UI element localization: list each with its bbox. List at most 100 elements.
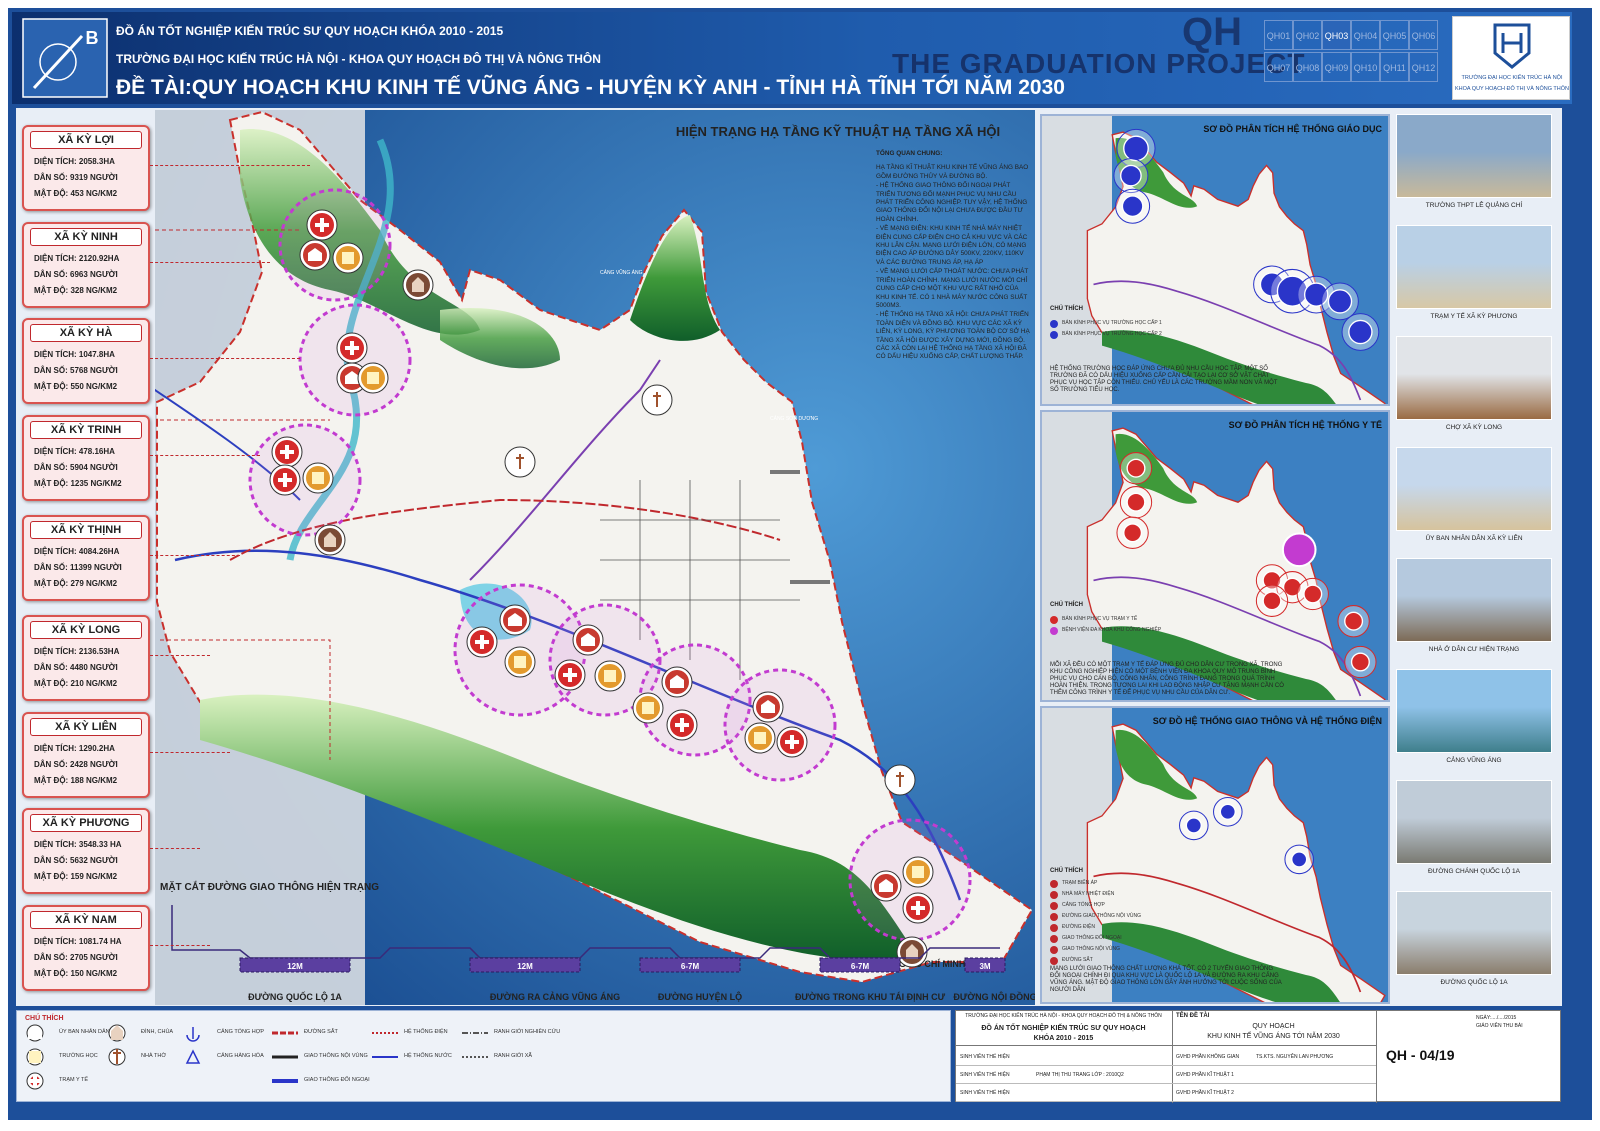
mini-facility: [1123, 523, 1143, 543]
commune-density: MẬT ĐỘ: 453 NG/KM2: [34, 189, 118, 198]
commune-area: DIỆN TÍCH: 3548.33 HA: [34, 840, 122, 849]
legend-swatch: [1050, 616, 1058, 624]
mini-facility: [1262, 570, 1282, 590]
commune-population: DÂN SỐ: 5768 NGƯỜI: [34, 366, 118, 375]
title-block-cell: PHẠM THỊ THU TRANG LỚP : 2010Q2: [1036, 1072, 1124, 1078]
panel-notes: HỆ THỐNG TRƯỜNG HỌC ĐÁP ỨNG CHƯA ĐỦ NHU …: [1050, 366, 1278, 393]
divider: [1376, 1011, 1377, 1103]
photo: [1396, 447, 1552, 531]
commune-area: DIỆN TÍCH: 1047.8HA: [34, 350, 115, 359]
panel-legend-title: CHÚ THÍCH: [1050, 868, 1083, 874]
road-width: 3M: [979, 962, 990, 971]
school-logo: TRƯỜNG ĐẠI HỌC KIẾN TRÚC HÀ NỘI KHOA QUY …: [1452, 16, 1570, 100]
project-title: THE GRADUATION PROJECT: [892, 48, 1306, 79]
legend-swatch: [1050, 913, 1058, 921]
church-symbol: [516, 454, 524, 469]
legend-item: RANH GIỚI XÃ: [494, 1053, 533, 1059]
commune-area: DIỆN TÍCH: 2058.3HA: [34, 157, 115, 166]
legend-swatch: [1050, 924, 1058, 932]
commune-area: DIỆN TÍCH: 478.16HA: [34, 447, 115, 456]
photo: [1396, 780, 1552, 864]
building-symbol: [879, 879, 893, 892]
cross-symbol: [28, 1074, 42, 1088]
leader-line: [150, 848, 200, 849]
road-name: ĐƯỜNG TRONG KHU TÁI ĐỊNH CƯ: [795, 991, 946, 1002]
photo: [1396, 669, 1552, 753]
book-symbol: [29, 1051, 41, 1063]
legend-swatch: [1050, 957, 1058, 965]
commune-name: XÃ KỲ HÀ: [30, 324, 142, 342]
logo-needle: [32, 34, 84, 90]
divider: [956, 1083, 1376, 1084]
sheet-tab: QH01: [1264, 20, 1293, 50]
hill-cape: [630, 215, 720, 341]
mini-facility: [1291, 851, 1308, 868]
title-block-cell: SINH VIÊN THỂ HIỆN: [960, 1072, 1010, 1078]
mini-facility: [1120, 164, 1142, 187]
temple-symbol: [111, 1025, 123, 1040]
panel-legend-item: ĐƯỜNG GIAO THÔNG NỘI VÙNG: [1062, 913, 1142, 919]
sheet-tab: QH02: [1293, 20, 1322, 50]
logo-letter: B: [86, 28, 99, 48]
overview-paragraph: - VỀ MẠNG ĐIỆN: KHU KINH TẾ NHÀ MÁY NHIỆ…: [876, 225, 1028, 266]
temple-symbol: [324, 532, 336, 547]
road-surface: [469, 957, 581, 973]
title-block-cell: SINH VIÊN THỂ HIỆN: [960, 1054, 1010, 1060]
temple-symbol: [906, 944, 918, 959]
commune-boundary: [155, 229, 331, 760]
header-line1: ĐỒ ÁN TỐT NGHIỆP KIẾN TRÚC SƯ QUY HOẠCH …: [116, 24, 504, 38]
service-radius: [723, 668, 837, 782]
sheet-tab: QH04: [1351, 20, 1380, 50]
port-symbol: [185, 1049, 201, 1064]
receiver: GIÁO VIÊN THU BÀI: [1476, 1023, 1523, 1029]
topic-2: KHU KINH TẾ VŨNG ÁNG TỚI NĂM 2030: [1207, 1033, 1340, 1040]
book-symbol: [604, 670, 616, 682]
cross-symbol: [278, 473, 292, 487]
school-logo-text: KHOA QUY HOẠCH ĐÔ THỊ VÀ NÔNG THÔN: [1455, 86, 1569, 92]
book-symbol: [912, 866, 924, 878]
map-label: CẢNG SƠN DƯƠNG: [770, 415, 818, 422]
sheet-tab: QH11: [1380, 52, 1409, 82]
commune-area: DIỆN TÍCH: 1290.2HA: [34, 744, 115, 753]
building-symbol: [308, 248, 322, 261]
commune-name: XÃ KỲ NAM: [30, 911, 142, 929]
panel-legend-item: BÁN KÍNH PHỤC VỤ TRƯỜNG HỌC CẤP 1: [1062, 320, 1162, 326]
commune-card: XÃ KỲ NINH DIỆN TÍCH: 2120.92HA DÂN SỐ: 69…: [22, 222, 150, 308]
commune-area: DIỆN TÍCH: 2136.53HA: [34, 647, 120, 656]
logo: B: [22, 18, 108, 98]
commune-population: DÂN SỐ: 2428 NGƯỜI: [34, 760, 118, 769]
commune-density: MẬT ĐỘ: 279 NG/KM2: [34, 579, 118, 588]
port-symbol: [186, 1027, 200, 1042]
sheet-tab: QH07: [1264, 52, 1293, 82]
commune-name: XÃ KỲ LIÊN: [30, 718, 142, 736]
commune-density: MẬT ĐỘ: 188 NG/KM2: [34, 776, 118, 785]
leader-line: [150, 455, 260, 456]
panel-legend-title: CHÚ THÍCH: [1050, 306, 1083, 312]
book-symbol: [514, 656, 526, 668]
panel-notes: MỖI XÃ ĐỀU CÓ MỘT TRẠM Y TẾ ĐÁP ỨNG ĐỦ C…: [1050, 662, 1284, 696]
mini-facility: [1185, 817, 1202, 834]
hill-mid: [440, 308, 560, 369]
commune-card: XÃ KỲ LONG DIỆN TÍCH: 2136.53HA DÂN SỐ: 44…: [22, 615, 150, 701]
legend-item: GIAO THÔNG ĐỐI NGOẠI: [304, 1077, 370, 1083]
legend-item: ĐƯỜNG SẮT: [304, 1029, 338, 1035]
legend-box: CHÚ THÍCH ỦY BAN NHÂN DÂN TRƯỜNG HỌC TRẠM Y…: [16, 1010, 951, 1102]
photo-caption: CẢNG VŨNG ÁNG: [1446, 757, 1502, 764]
legend-swatch: [1050, 946, 1058, 954]
panel-notes: MẠNG LƯỚI GIAO THÔNG CHẤT LƯỢNG KHÁ TỐT.…: [1050, 966, 1282, 993]
mini-facility: [1327, 289, 1353, 314]
commune-density: MẬT ĐỘ: 210 NG/KM2: [34, 679, 118, 688]
divider: [956, 1065, 1376, 1066]
book-symbol: [367, 372, 379, 384]
mini-facility: [1123, 135, 1149, 162]
legend-swatch: [1050, 627, 1058, 635]
road-surface: [639, 957, 741, 973]
pier: [790, 580, 830, 584]
road-name: ĐƯỜNG RA CẢNG VŨNG ÁNG: [490, 991, 620, 1002]
mini-hill: [1115, 433, 1198, 504]
hospital: [1281, 532, 1317, 568]
overview-paragraph: - VỀ MẠNG LƯỚI CẤP THOÁT NƯỚC: CHƯA PHÁT…: [876, 268, 1029, 309]
logo-ring: [39, 43, 77, 81]
panel-legend-item: TRẠM BIẾN ÁP: [1062, 880, 1098, 886]
